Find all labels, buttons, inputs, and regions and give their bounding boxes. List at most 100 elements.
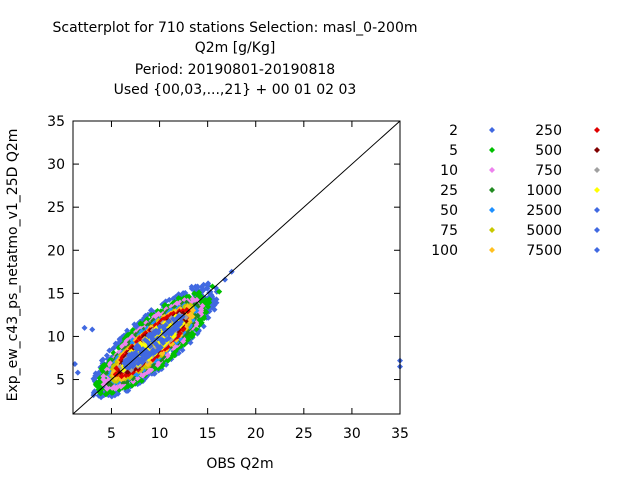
point bbox=[160, 340, 167, 347]
plot-frame bbox=[72, 120, 401, 415]
legend-label: 7500 bbox=[526, 243, 562, 259]
point bbox=[199, 286, 206, 293]
legend-marker bbox=[594, 207, 600, 213]
point bbox=[122, 357, 129, 364]
point bbox=[145, 332, 152, 339]
point bbox=[161, 330, 168, 337]
legend-label: 10 bbox=[440, 163, 458, 179]
point bbox=[178, 318, 185, 325]
point bbox=[180, 326, 187, 333]
point bbox=[191, 290, 198, 297]
point bbox=[112, 340, 119, 347]
legend-marker bbox=[489, 227, 495, 233]
legend-marker bbox=[594, 187, 600, 193]
point bbox=[189, 295, 196, 302]
legend-label: 1000 bbox=[526, 183, 562, 199]
point bbox=[111, 385, 118, 392]
legend-label: 2500 bbox=[526, 203, 562, 219]
point bbox=[148, 307, 155, 314]
diagonal-line bbox=[72, 120, 401, 415]
density-layer-2500 bbox=[121, 313, 186, 371]
x-tick-label: 35 bbox=[391, 426, 409, 442]
point bbox=[166, 296, 173, 303]
point bbox=[136, 335, 143, 342]
point bbox=[137, 356, 144, 363]
point bbox=[163, 336, 170, 343]
point bbox=[154, 361, 161, 368]
point bbox=[93, 382, 100, 389]
x-tick-label: 25 bbox=[295, 426, 313, 442]
point bbox=[190, 307, 197, 314]
chart-title-line-1: Scatterplot for 710 stations Selection: … bbox=[52, 20, 418, 36]
points-layer bbox=[71, 268, 403, 401]
legend-marker bbox=[594, 247, 600, 253]
legend-label: 500 bbox=[535, 143, 562, 159]
legend-label: 750 bbox=[535, 163, 562, 179]
outlier-point bbox=[216, 288, 223, 295]
point bbox=[135, 360, 142, 367]
point bbox=[196, 291, 203, 298]
point bbox=[105, 380, 112, 387]
y-tick-label: 20 bbox=[47, 243, 65, 259]
y-tick-label: 5 bbox=[56, 373, 65, 389]
x-tick-label: 30 bbox=[343, 426, 361, 442]
point bbox=[205, 282, 212, 289]
legend-marker bbox=[489, 207, 495, 213]
point bbox=[203, 309, 210, 316]
point bbox=[193, 301, 200, 308]
point bbox=[98, 386, 105, 393]
legend-label: 50 bbox=[440, 203, 458, 219]
point bbox=[98, 365, 105, 372]
legend-label: 100 bbox=[431, 243, 458, 259]
legend-marker bbox=[489, 127, 495, 133]
y-tick-label: 35 bbox=[47, 114, 65, 130]
outlier-point bbox=[81, 324, 88, 331]
legend-marker bbox=[594, 147, 600, 153]
legend-label: 25 bbox=[440, 183, 458, 199]
y-tick-label: 10 bbox=[47, 329, 65, 345]
point bbox=[210, 298, 217, 305]
x-tick-label: 15 bbox=[199, 426, 217, 442]
point bbox=[201, 315, 208, 322]
point bbox=[204, 299, 211, 306]
point bbox=[100, 373, 107, 380]
y-tick-label: 30 bbox=[47, 157, 65, 173]
y-tick-label: 25 bbox=[47, 200, 65, 216]
point bbox=[155, 329, 162, 336]
x-tick-label: 5 bbox=[107, 426, 116, 442]
point bbox=[124, 327, 131, 334]
point bbox=[129, 358, 136, 365]
point bbox=[132, 350, 139, 357]
legend-marker bbox=[489, 147, 495, 153]
point bbox=[180, 290, 187, 297]
point bbox=[142, 347, 149, 354]
x-axis-label: OBS Q2m bbox=[206, 456, 274, 472]
outlier-point bbox=[89, 326, 96, 333]
legend-marker bbox=[489, 167, 495, 173]
outlier-point bbox=[74, 369, 81, 376]
legend-label: 75 bbox=[440, 223, 458, 239]
legend-marker bbox=[594, 227, 600, 233]
point bbox=[100, 356, 107, 363]
point bbox=[123, 372, 130, 379]
point bbox=[129, 363, 136, 370]
point bbox=[200, 281, 207, 288]
point bbox=[142, 336, 149, 343]
x-tick-label: 10 bbox=[151, 426, 169, 442]
point bbox=[132, 344, 139, 351]
legend-marker bbox=[594, 127, 600, 133]
legend-marker bbox=[594, 167, 600, 173]
point bbox=[150, 347, 157, 354]
ticks-layer: 5 10 15 20 25 30 35 5 10 15 20 25 30 35 bbox=[47, 114, 409, 442]
legend-label: 250 bbox=[535, 123, 562, 139]
point bbox=[134, 375, 141, 382]
legend-marker bbox=[489, 187, 495, 193]
point bbox=[143, 351, 150, 358]
legend-marker bbox=[489, 247, 495, 253]
point bbox=[205, 314, 212, 321]
point bbox=[106, 347, 113, 354]
legend-label: 5000 bbox=[526, 223, 562, 239]
legend-label: 2 bbox=[449, 123, 458, 139]
